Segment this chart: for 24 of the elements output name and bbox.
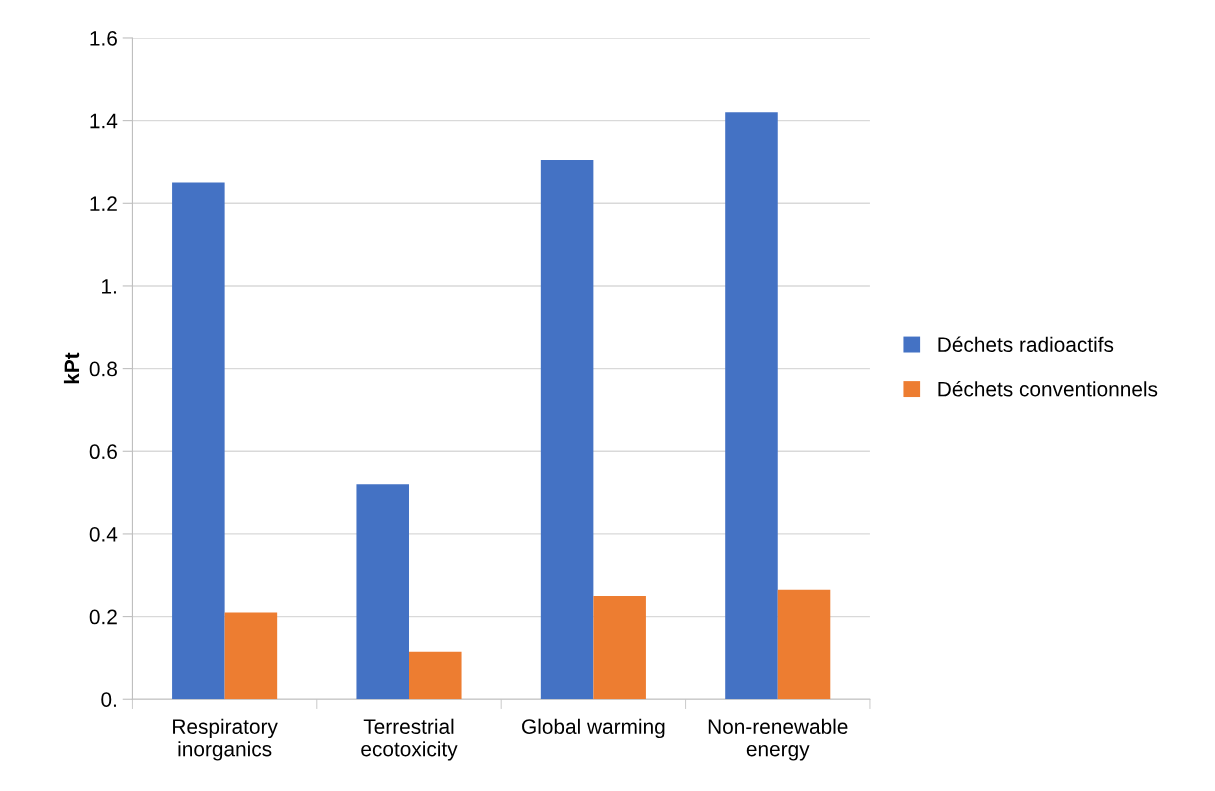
y-tick-label: 0.	[101, 692, 116, 707]
bar	[777, 589, 831, 700]
y-tick-label: 0.8	[89, 361, 117, 377]
y-tick-label: 0.2	[89, 609, 117, 625]
y-tick-label: 0.6	[89, 444, 117, 460]
legend-label: Déchets conventionnels	[938, 380, 1158, 397]
y-tick-label: 1.4	[90, 113, 118, 129]
bar	[593, 595, 646, 700]
y-tick-label: 0.4	[89, 526, 118, 542]
y-tick-label: 1.	[102, 279, 116, 294]
y-tick-label: 1.6	[90, 30, 117, 46]
bar	[409, 651, 462, 700]
bar	[172, 182, 225, 700]
y-axis-title: kPt	[63, 352, 80, 384]
legend-label: Déchets radioactifs	[938, 336, 1114, 352]
bar	[725, 112, 778, 700]
bar	[540, 159, 594, 700]
x-tick-label: Global warming	[522, 718, 665, 739]
x-tick-label: Respiratory inorganics	[173, 718, 278, 761]
bar	[224, 612, 278, 700]
y-tick-label: 1.2	[90, 196, 117, 211]
x-tick-label: Terrestrial ecotoxicity	[361, 718, 458, 761]
bar	[356, 484, 409, 700]
x-tick-label: Non-renewable energy	[708, 718, 848, 761]
